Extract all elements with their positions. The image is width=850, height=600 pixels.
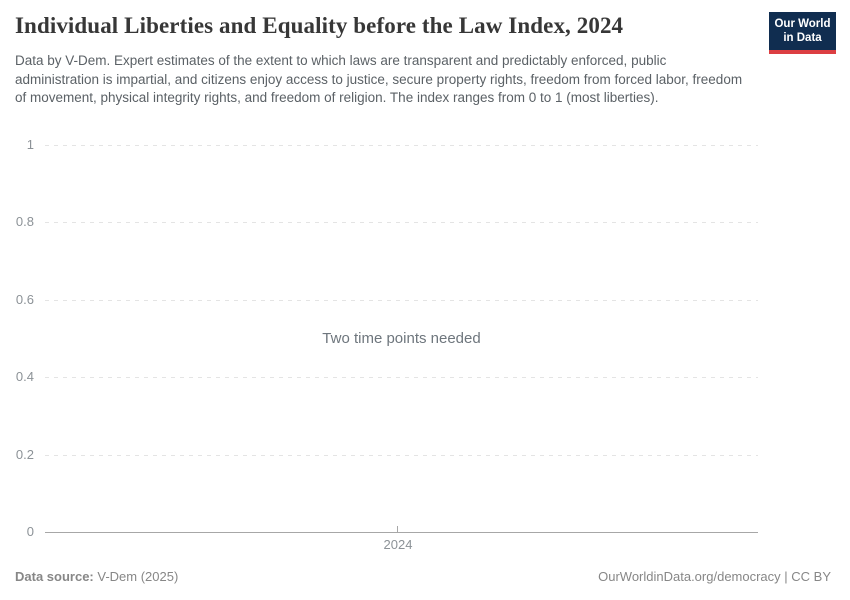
y-axis-tick-label: 1 [26, 137, 34, 152]
chart-title: Individual Liberties and Equality before… [15, 13, 624, 38]
y-axis-tick-label: 0.2 [15, 447, 34, 462]
x-axis-line [45, 532, 758, 533]
data-source-value: V-Dem (2025) [93, 569, 179, 584]
owid-logo[interactable]: Our World in Data [769, 12, 836, 54]
y-axis-tick-label: 0.8 [15, 214, 34, 229]
x-axis-tick-label: 2024 [383, 537, 413, 552]
data-source-label: Data source: [15, 569, 94, 584]
grid-row: 0.4 [0, 369, 758, 385]
chart-subtitle: Data by V-Dem. Expert estimates of the e… [15, 53, 743, 105]
gridline [45, 300, 758, 301]
grid-row: 0.2 [0, 447, 758, 463]
grid-row: 1 [0, 137, 758, 153]
grid-row: 0 [0, 524, 758, 540]
empty-chart-message: Two time points needed [322, 330, 481, 347]
y-axis-tick-label: 0.4 [15, 369, 34, 384]
data-source-note: Data source: V-Dem (2025) [15, 569, 178, 584]
owid-logo-line1: Our World [774, 18, 831, 30]
gridline [45, 145, 758, 146]
gridline [45, 222, 758, 223]
y-axis-tick-label: 0 [26, 524, 34, 539]
grid-row: 0.6 [0, 292, 758, 308]
gridline [45, 377, 758, 378]
y-axis-tick-label: 0.6 [15, 292, 34, 307]
x-axis-tick-mark [397, 526, 398, 532]
gridline [45, 455, 758, 456]
grid-row: 0.8 [0, 214, 758, 230]
credit-link[interactable]: OurWorldinData.org/democracy | CC BY [598, 569, 831, 584]
owid-logo-line2: in Data [783, 31, 822, 44]
